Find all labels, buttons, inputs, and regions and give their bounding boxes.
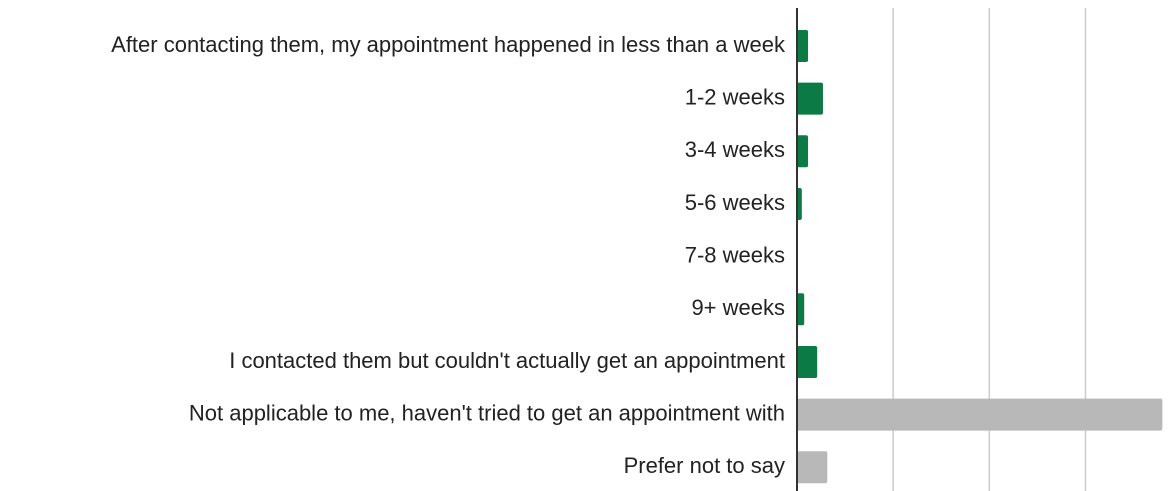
y-tick-label: 3-4 weeks [685,137,785,162]
bar [797,293,805,326]
y-tick-label: Not applicable to me, haven't tried to g… [189,400,785,425]
bar [797,187,802,220]
bar [797,82,823,115]
bar [797,29,809,62]
y-tick-label: After contacting them, my appointment ha… [111,32,786,57]
y-tick-label: 1-2 weeks [685,84,785,109]
bar [797,135,809,168]
y-tick-label: I contacted them but couldn't actually g… [229,348,785,373]
y-tick-label: 9+ weeks [691,295,785,320]
bar [797,398,1163,431]
bar [797,345,818,378]
y-tick-label: 5-6 weeks [685,190,785,215]
y-tick-label: Prefer not to say [624,453,785,478]
y-tick-label: 7-8 weeks [685,242,785,267]
bar [797,451,828,484]
